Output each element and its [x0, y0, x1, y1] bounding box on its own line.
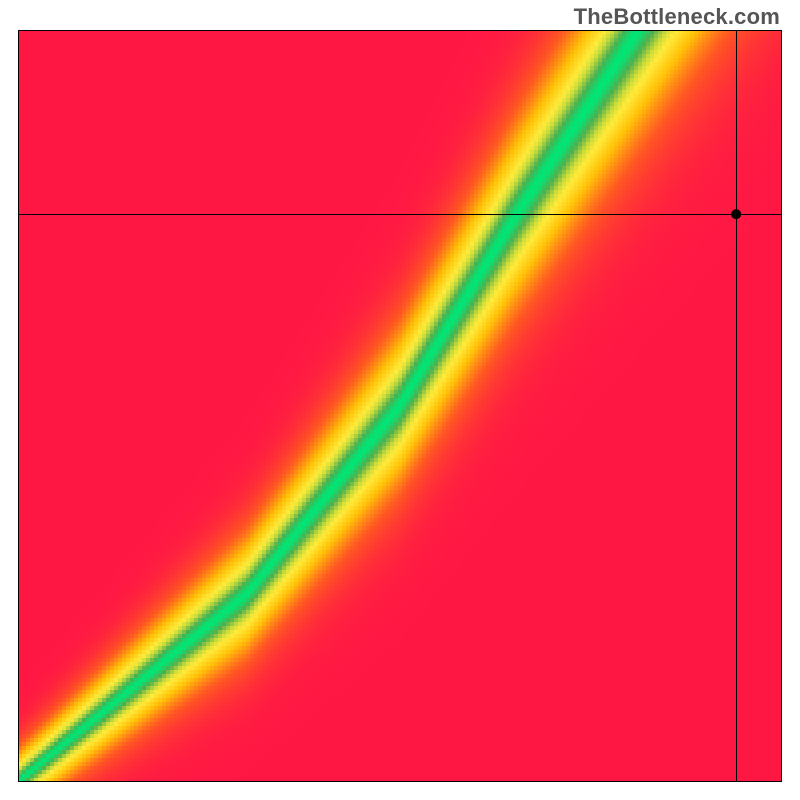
watermark-text: TheBottleneck.com — [574, 4, 780, 30]
crosshair-overlay — [0, 0, 800, 800]
